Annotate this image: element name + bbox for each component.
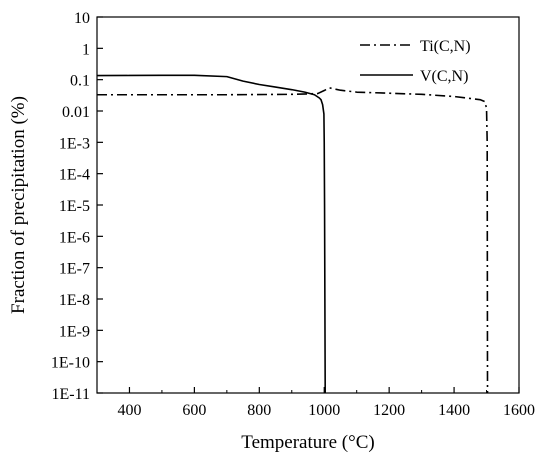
y-tick-label: 1E-9	[59, 323, 90, 340]
y-tick-label: 1	[82, 41, 90, 58]
series-line-ticn	[97, 87, 489, 394]
legend-label: V(C,N)	[420, 68, 468, 85]
legend-label: Ti(C,N)	[420, 38, 471, 55]
y-tick-label: 1E-7	[59, 261, 90, 278]
x-tick-label: 800	[247, 402, 271, 419]
x-tick-label: 1400	[438, 402, 470, 419]
y-tick-label: 10	[74, 10, 90, 27]
legend: Ti(C,N) V(C,N)	[360, 38, 471, 85]
y-tick-label: 1E-11	[51, 386, 90, 403]
y-tick-label: 1E-3	[59, 135, 90, 152]
y-tick-label: 1E-10	[51, 355, 90, 372]
x-tick-label: 400	[117, 402, 141, 419]
y-axis-ticks: 10 1 0.1 0.01 1E-3 1E-4 1E-5 1E-6 1E-7 1E-8 1E-9 1E…	[51, 10, 103, 403]
x-tick-label: 600	[182, 402, 206, 419]
series-lines	[96, 74, 489, 394]
series-line-vcn	[96, 74, 327, 394]
x-tick-label: 1200	[373, 402, 405, 419]
y-tick-label: 1E-4	[59, 167, 90, 184]
y-tick-label: 0.01	[62, 104, 90, 121]
x-tick-label: 1600	[503, 402, 535, 419]
x-tick-label: 1000	[308, 402, 340, 419]
y-tick-label: 1E-5	[59, 198, 90, 215]
y-tick-label: 1E-8	[59, 292, 90, 309]
x-axis-ticks: 400 600 800 1000 1200 1400 1600	[96, 387, 535, 419]
x-axis-title: Temperature (°C)	[241, 432, 374, 453]
y-tick-label: 1E-6	[59, 229, 90, 246]
y-tick-label: 0.1	[70, 73, 90, 90]
y-axis-title: Fraction of precipitation (%)	[8, 96, 29, 314]
